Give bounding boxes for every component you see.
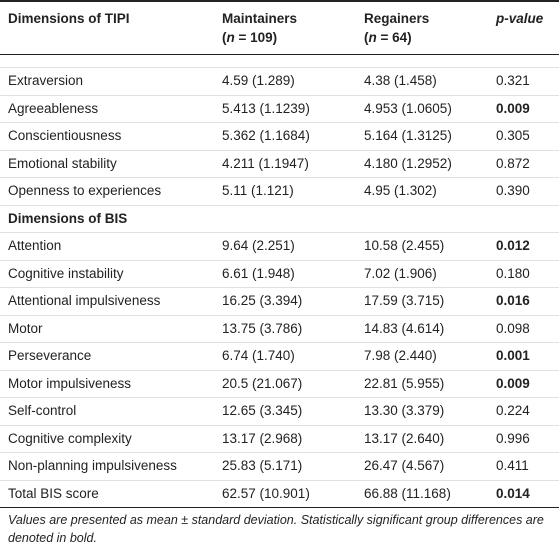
maintainers-value: 5.11 (1.121) xyxy=(218,177,360,206)
regainers-value: 7.98 (2.440) xyxy=(360,342,492,371)
regainers-value: 66.88 (11.168) xyxy=(360,480,492,508)
maintainers-value: 62.57 (10.901) xyxy=(218,480,360,508)
p-value: 0.224 xyxy=(492,397,559,426)
p-value: 0.411 xyxy=(492,452,559,481)
results-table: Dimensions of TIPI Maintainers (n = 109)… xyxy=(0,3,559,508)
maintainers-value: 13.75 (3.786) xyxy=(218,315,360,343)
row-label: Motor xyxy=(0,315,218,343)
p-value: 0.996 xyxy=(492,425,559,453)
regainers-value: 10.58 (2.455) xyxy=(360,232,492,261)
regainers-value: 13.17 (2.640) xyxy=(360,425,492,453)
section-label-bis: Dimensions of BIS xyxy=(0,205,559,233)
regainers-value: 22.81 (5.955) xyxy=(360,370,492,398)
p-value: 0.180 xyxy=(492,260,559,288)
top-rule xyxy=(0,0,559,2)
row-label: Attentional impulsiveness xyxy=(0,287,218,316)
header-dimensions-tipi: Dimensions of TIPI xyxy=(0,3,218,55)
row-label: Extraversion xyxy=(0,67,218,96)
row-label: Self-control xyxy=(0,397,218,426)
header-maintainers-label: Maintainers xyxy=(222,11,298,26)
table-row: Self-control 12.65 (3.345) 13.30 (3.379) 0.… xyxy=(0,397,559,426)
table-row: Perseverance 6.74 (1.740) 7.98 (2.440) 0.00… xyxy=(0,342,559,371)
p-value: 0.872 xyxy=(492,150,559,178)
maintainers-value: 9.64 (2.251) xyxy=(218,232,360,261)
header-maintainers: Maintainers (n = 109) xyxy=(218,3,360,55)
row-label: Perseverance xyxy=(0,342,218,371)
table-row: Agreeableness 5.413 (1.1239) 4.953 (1.0605… xyxy=(0,95,559,123)
spacer-row xyxy=(0,54,559,68)
regainers-value: 4.180 (1.2952) xyxy=(360,150,492,178)
regainers-value: 14.83 (4.614) xyxy=(360,315,492,343)
table-row: Conscientiousness 5.362 (1.1684) 5.164 (1.… xyxy=(0,122,559,151)
maintainers-value: 25.83 (5.171) xyxy=(218,452,360,481)
header-regainers-label: Regainers xyxy=(364,11,430,26)
p-value: 0.305 xyxy=(492,122,559,151)
maintainers-value: 12.65 (3.345) xyxy=(218,397,360,426)
regainers-value: 4.38 (1.458) xyxy=(360,67,492,96)
header-regainers-n: (n = 64) xyxy=(364,30,412,45)
table-row: Cognitive instability 6.61 (1.948) 7.02 (1… xyxy=(0,260,559,288)
table-row: Extraversion 4.59 (1.289) 4.38 (1.458) 0.32… xyxy=(0,67,559,96)
regainers-value: 13.30 (3.379) xyxy=(360,397,492,426)
table-footnote: Values are presented as mean ± standard … xyxy=(8,513,544,545)
maintainers-value: 6.74 (1.740) xyxy=(218,342,360,371)
row-label: Agreeableness xyxy=(0,95,218,123)
p-value: 0.009 xyxy=(492,95,559,123)
row-label: Total BIS score xyxy=(0,480,218,508)
row-label: Non-planning impulsiveness xyxy=(0,452,218,481)
regainers-value: 4.953 (1.0605) xyxy=(360,95,492,123)
row-label: Motor impulsiveness xyxy=(0,370,218,398)
section-header-row: Dimensions of BIS xyxy=(0,205,559,233)
maintainers-value: 5.413 (1.1239) xyxy=(218,95,360,123)
maintainers-value: 13.17 (2.968) xyxy=(218,425,360,453)
table-header: Dimensions of TIPI Maintainers (n = 109)… xyxy=(0,3,559,55)
table-row: Attentional impulsiveness 16.25 (3.394) 17… xyxy=(0,287,559,316)
row-label: Attention xyxy=(0,232,218,261)
table-row: Openness to experiences 5.11 (1.121) 4.95 … xyxy=(0,177,559,206)
maintainers-value: 5.362 (1.1684) xyxy=(218,122,360,151)
row-label: Conscientiousness xyxy=(0,122,218,151)
maintainers-value: 4.211 (1.1947) xyxy=(218,150,360,178)
table-row: Motor 13.75 (3.786) 14.83 (4.614) 0.098 xyxy=(0,315,559,343)
row-label: Emotional stability xyxy=(0,150,218,178)
row-label: Openness to experiences xyxy=(0,177,218,206)
regainers-value: 7.02 (1.906) xyxy=(360,260,492,288)
maintainers-value: 6.61 (1.948) xyxy=(218,260,360,288)
row-label: Cognitive instability xyxy=(0,260,218,288)
table-row: Non-planning impulsiveness 25.83 (5.171) 2… xyxy=(0,452,559,481)
maintainers-value: 16.25 (3.394) xyxy=(218,287,360,316)
p-value: 0.016 xyxy=(492,287,559,316)
row-label: Cognitive complexity xyxy=(0,425,218,453)
table-body: Extraversion 4.59 (1.289) 4.38 (1.458) 0.32… xyxy=(0,54,559,508)
maintainers-value: 20.5 (21.067) xyxy=(218,370,360,398)
regainers-value: 5.164 (1.3125) xyxy=(360,122,492,151)
table-row: Total BIS score 62.57 (10.901) 66.88 (11.1… xyxy=(0,480,559,508)
table-row: Attention 9.64 (2.251) 10.58 (2.455) 0.012 xyxy=(0,232,559,261)
p-value: 0.390 xyxy=(492,177,559,206)
header-maintainers-n: (n = 109) xyxy=(222,30,278,45)
regainers-value: 4.95 (1.302) xyxy=(360,177,492,206)
p-value: 0.009 xyxy=(492,370,559,398)
header-regainers: Regainers (n = 64) xyxy=(360,3,492,55)
regainers-value: 17.59 (3.715) xyxy=(360,287,492,316)
table-row: Emotional stability 4.211 (1.1947) 4.180 (… xyxy=(0,150,559,178)
p-value: 0.014 xyxy=(492,480,559,508)
regainers-value: 26.47 (4.567) xyxy=(360,452,492,481)
p-value: 0.001 xyxy=(492,342,559,371)
maintainers-value: 4.59 (1.289) xyxy=(218,67,360,96)
header-p-value: p-value xyxy=(492,3,559,55)
table-row: Cognitive complexity 13.17 (2.968) 13.17 (… xyxy=(0,425,559,453)
p-value: 0.321 xyxy=(492,67,559,96)
p-value: 0.098 xyxy=(492,315,559,343)
table-row: Motor impulsiveness 20.5 (21.067) 22.81 (5… xyxy=(0,370,559,398)
p-value: 0.012 xyxy=(492,232,559,261)
